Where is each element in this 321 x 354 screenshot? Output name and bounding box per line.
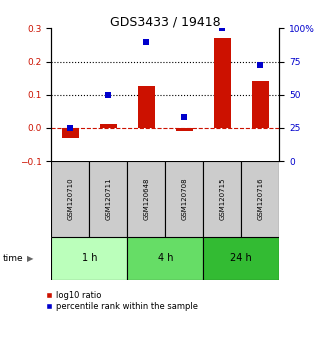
Bar xyxy=(127,161,165,237)
Text: 24 h: 24 h xyxy=(230,253,252,263)
Text: ▶: ▶ xyxy=(27,254,34,263)
Bar xyxy=(62,128,79,138)
Bar xyxy=(89,161,127,237)
Bar xyxy=(127,237,203,280)
Bar xyxy=(203,237,279,280)
Bar xyxy=(214,38,231,128)
Bar xyxy=(176,128,193,131)
Text: GSM120711: GSM120711 xyxy=(105,178,111,220)
Bar xyxy=(252,81,269,128)
Text: 1 h: 1 h xyxy=(82,253,97,263)
Bar xyxy=(241,161,279,237)
Bar xyxy=(51,161,89,237)
Bar xyxy=(165,161,203,237)
Text: 4 h: 4 h xyxy=(158,253,173,263)
Legend: log10 ratio, percentile rank within the sample: log10 ratio, percentile rank within the … xyxy=(46,291,198,312)
Text: GSM120710: GSM120710 xyxy=(67,178,74,220)
Bar xyxy=(100,124,117,128)
Bar xyxy=(138,86,155,128)
Text: GSM120708: GSM120708 xyxy=(181,178,187,220)
Bar xyxy=(203,161,241,237)
Text: GSM120715: GSM120715 xyxy=(219,178,225,220)
Text: time: time xyxy=(3,254,24,263)
Text: GSM120716: GSM120716 xyxy=(257,178,263,220)
Text: GSM120648: GSM120648 xyxy=(143,178,149,220)
Title: GDS3433 / 19418: GDS3433 / 19418 xyxy=(110,15,221,28)
Bar xyxy=(51,237,127,280)
